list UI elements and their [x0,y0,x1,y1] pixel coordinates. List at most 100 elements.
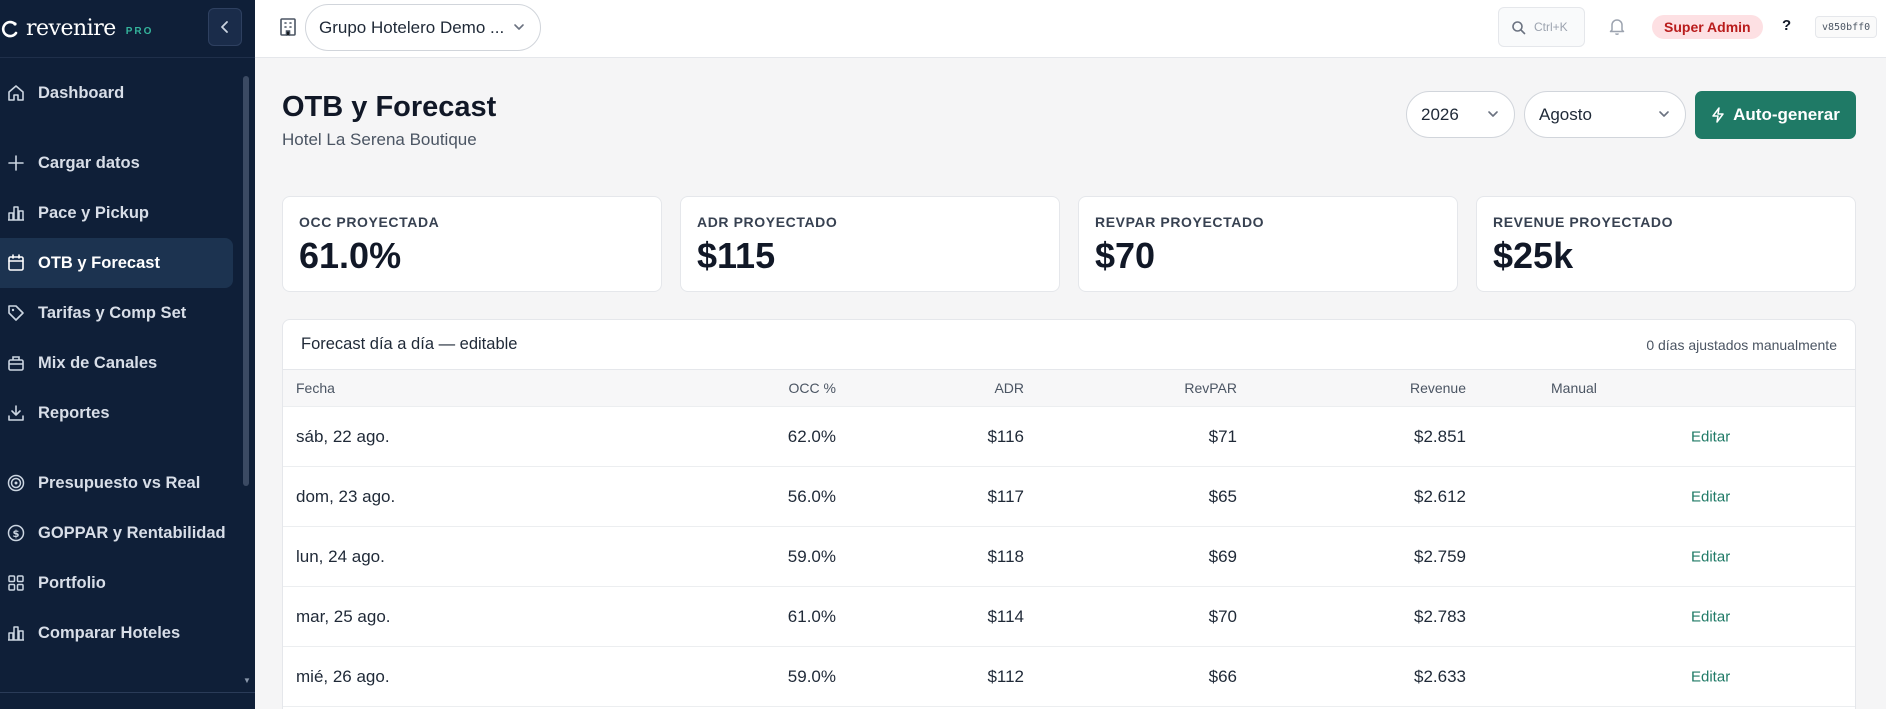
kpi-value: $25k [1493,235,1574,276]
sidebar-item-pace-pickup[interactable]: Pace y Pickup [0,188,233,238]
building-icon [279,17,297,42]
grid-icon [6,573,26,593]
column-header-occ: OCC % [788,380,836,396]
logo-badge: PRO [125,26,154,37]
sidebar-header: revenire PRO [0,0,255,58]
column-header-adr: ADR [994,380,1024,396]
sidebar-scrollbar[interactable] [243,76,249,486]
sidebar-item-label: Mix de Canales [38,353,158,372]
cell-occ: 56.0% [787,486,836,506]
month-select[interactable]: Agosto [1524,91,1686,138]
cell-revenue: $2.851 [1414,426,1466,446]
scroll-down-icon[interactable]: ▼ [243,676,251,685]
sidebar-item-label: GOPPAR y Rentabilidad [38,523,226,542]
search-button[interactable]: Ctrl+K [1498,7,1585,47]
cell-revpar: $66 [1208,666,1237,686]
sidebar-item-mix-canales[interactable]: Mix de Canales [0,338,233,388]
cell-adr: $116 [987,426,1024,446]
svg-text:$: $ [13,529,20,540]
version-badge: v850bff0 [1815,16,1878,38]
target-icon [6,473,26,493]
sidebar-item-label: Tarifas y Comp Set [38,303,187,322]
kpi-card-revpar: REVPAR PROYECTADO $70 [1078,196,1458,292]
sidebar-item-portfolio[interactable]: Portfolio [0,558,233,608]
kpi-label: OCC PROYECTADA [299,214,440,230]
sidebar-item-label: OTB y Forecast [38,253,160,272]
cell-fecha: mar, 25 ago. [296,606,391,626]
forecast-card-header: Forecast día a día — editable 0 días aju… [283,320,1855,370]
home-icon [6,83,26,103]
forecast-table-card: Forecast día a día — editable 0 días aju… [282,319,1856,709]
sidebar-item-label: Comparar Hoteles [38,623,181,642]
sidebar-item-label: Pace y Pickup [38,203,149,222]
topbar: Grupo Hotelero Demo ... Ctrl+K Super Adm… [255,0,1886,58]
year-select[interactable]: 2026 [1406,91,1515,138]
cell-revenue: $2.633 [1414,666,1466,686]
cell-revenue: $2.783 [1414,606,1466,626]
table-row: mié, 26 ago. 59.0% $112 $66 $2.633 Edita… [283,647,1855,707]
tag-icon [6,303,26,323]
chevron-left-icon [221,21,228,33]
sidebar-item-label: Presupuesto vs Real [38,473,201,492]
chevron-down-icon [1659,111,1669,117]
edit-link[interactable]: Editar [1691,428,1731,445]
kpi-card-adr: ADR PROYECTADO $115 [680,196,1060,292]
search-shortcut: Ctrl+K [1534,20,1568,34]
edit-link[interactable]: Editar [1691,548,1731,565]
bell-icon[interactable] [1608,16,1626,41]
cell-adr: $112 [987,666,1024,686]
help-button[interactable]: ? [1782,17,1792,34]
kpi-value: $115 [697,235,776,276]
cell-occ: 59.0% [787,546,836,566]
cell-occ: 62.0% [787,426,836,446]
sidebar-item-cargar-datos[interactable]: Cargar datos [0,138,233,188]
kpi-value: $70 [1095,235,1156,276]
nav-divider [6,438,76,458]
edit-link[interactable]: Editar [1691,608,1731,625]
role-badge: Super Admin [1652,15,1763,39]
cell-fecha: lun, 24 ago. [296,546,385,566]
edit-link[interactable]: Editar [1691,668,1731,685]
lightning-icon [1712,107,1724,123]
sidebar-item-label: Dashboard [38,83,125,102]
table-row: sáb, 22 ago. 62.0% $116 $71 $2.851 Edita… [283,407,1855,467]
cell-revpar: $69 [1208,546,1237,566]
calendar-icon [6,253,26,273]
cell-revpar: $70 [1208,606,1237,626]
cell-adr: $117 [987,486,1024,506]
column-header-revpar: RevPAR [1184,380,1237,396]
cell-fecha: dom, 23 ago. [296,486,396,506]
sidebar-item-reportes[interactable]: Reportes [0,388,233,438]
table-row: mar, 25 ago. 61.0% $114 $70 $2.783 Edita… [283,587,1855,647]
table-header: Fecha OCC % ADR RevPAR Revenue Manual [283,370,1855,407]
cell-revenue: $2.759 [1414,546,1466,566]
briefcase-icon [6,353,26,373]
sidebar-item-comparar-hoteles[interactable]: Comparar Hoteles [0,608,233,658]
collapse-sidebar-button[interactable] [208,8,242,46]
sidebar-item-presupuesto[interactable]: Presupuesto vs Real [0,458,233,508]
cell-fecha: mié, 26 ago. [296,666,390,686]
sidebar-item-otb-forecast[interactable]: OTB y Forecast [0,238,233,288]
table-row: lun, 24 ago. 59.0% $118 $69 $2.759 Edita… [283,527,1855,587]
cell-revpar: $65 [1208,486,1237,506]
sidebar-item-label: Portfolio [38,573,106,592]
sidebar-item-tarifas[interactable]: Tarifas y Comp Set [0,288,233,338]
sidebar: revenire PRO Dashboard Cargar datos Pace… [0,0,255,709]
logo[interactable]: revenire PRO [0,16,153,41]
kpi-label: ADR PROYECTADO [697,214,838,230]
cell-occ: 59.0% [787,666,836,686]
month-select-value: Agosto [1539,104,1592,124]
cell-revenue: $2.612 [1414,486,1466,506]
edit-link[interactable]: Editar [1691,488,1731,505]
download-icon [6,403,26,423]
bar-chart-icon [6,203,26,223]
sidebar-item-dashboard[interactable]: Dashboard [0,68,233,118]
forecast-title: Forecast día a día — editable [301,335,518,353]
hotel-name: Hotel La Serena Boutique [282,130,477,149]
sidebar-item-label: Reportes [38,403,110,422]
sidebar-item-goppar[interactable]: $ GOPPAR y Rentabilidad [0,508,233,558]
organization-select[interactable]: Grupo Hotelero Demo ... [305,4,541,51]
auto-generate-button[interactable]: Auto-generar [1695,91,1856,139]
kpi-label: REVPAR PROYECTADO [1095,214,1265,230]
cell-occ: 61.0% [787,606,836,626]
